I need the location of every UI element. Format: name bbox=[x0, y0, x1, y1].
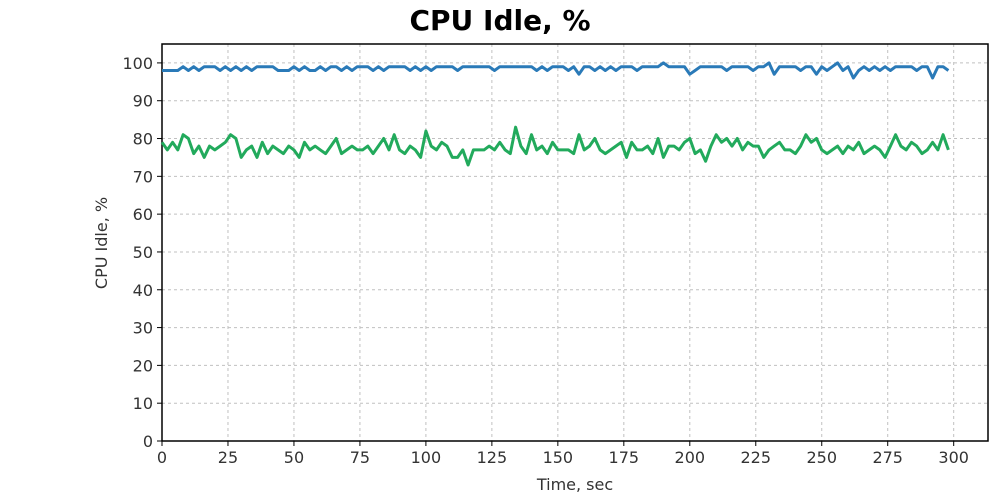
series-green-line bbox=[160, 125, 950, 167]
x-tick-label: 250 bbox=[806, 448, 837, 467]
y-tick-label: 80 bbox=[133, 130, 153, 149]
x-tick-label: 50 bbox=[284, 448, 304, 467]
y-tick-label: 40 bbox=[133, 281, 153, 300]
x-tick-label: 75 bbox=[350, 448, 370, 467]
series-lines bbox=[160, 61, 950, 167]
x-tick-label: 300 bbox=[938, 448, 969, 467]
x-tick-label: 275 bbox=[872, 448, 903, 467]
y-tick-label: 50 bbox=[133, 243, 153, 262]
y-tick-label: 70 bbox=[133, 167, 153, 186]
y-axis-label: CPU Idle, % bbox=[92, 197, 111, 289]
x-tick-label: 150 bbox=[543, 448, 574, 467]
grid bbox=[161, 44, 988, 442]
x-tick-label: 175 bbox=[609, 448, 640, 467]
plot-frame bbox=[161, 43, 989, 442]
x-axis-label: Time, sec bbox=[536, 475, 613, 494]
y-tick-label: 30 bbox=[133, 319, 153, 338]
y-tick-label: 20 bbox=[133, 356, 153, 375]
y-tick-label: 0 bbox=[143, 432, 153, 451]
x-tick-label: 225 bbox=[740, 448, 771, 467]
y-tick-label: 90 bbox=[133, 92, 153, 111]
axis-ticks: 0 25 50 75 100 125 150 175 200 225 250 275 300 0 10 20 3… bbox=[122, 54, 969, 467]
x-tick-label: 25 bbox=[218, 448, 238, 467]
series-blue-line bbox=[162, 61, 950, 80]
y-tick-label: 100 bbox=[122, 54, 153, 73]
x-tick-label: 200 bbox=[675, 448, 706, 467]
chart-title: CPU Idle, % bbox=[409, 4, 590, 37]
y-tick-label: 10 bbox=[133, 394, 153, 413]
x-tick-label: 100 bbox=[411, 448, 442, 467]
x-tick-label: 125 bbox=[477, 448, 508, 467]
y-tick-label: 60 bbox=[133, 205, 153, 224]
x-tick-label: 0 bbox=[157, 448, 167, 467]
